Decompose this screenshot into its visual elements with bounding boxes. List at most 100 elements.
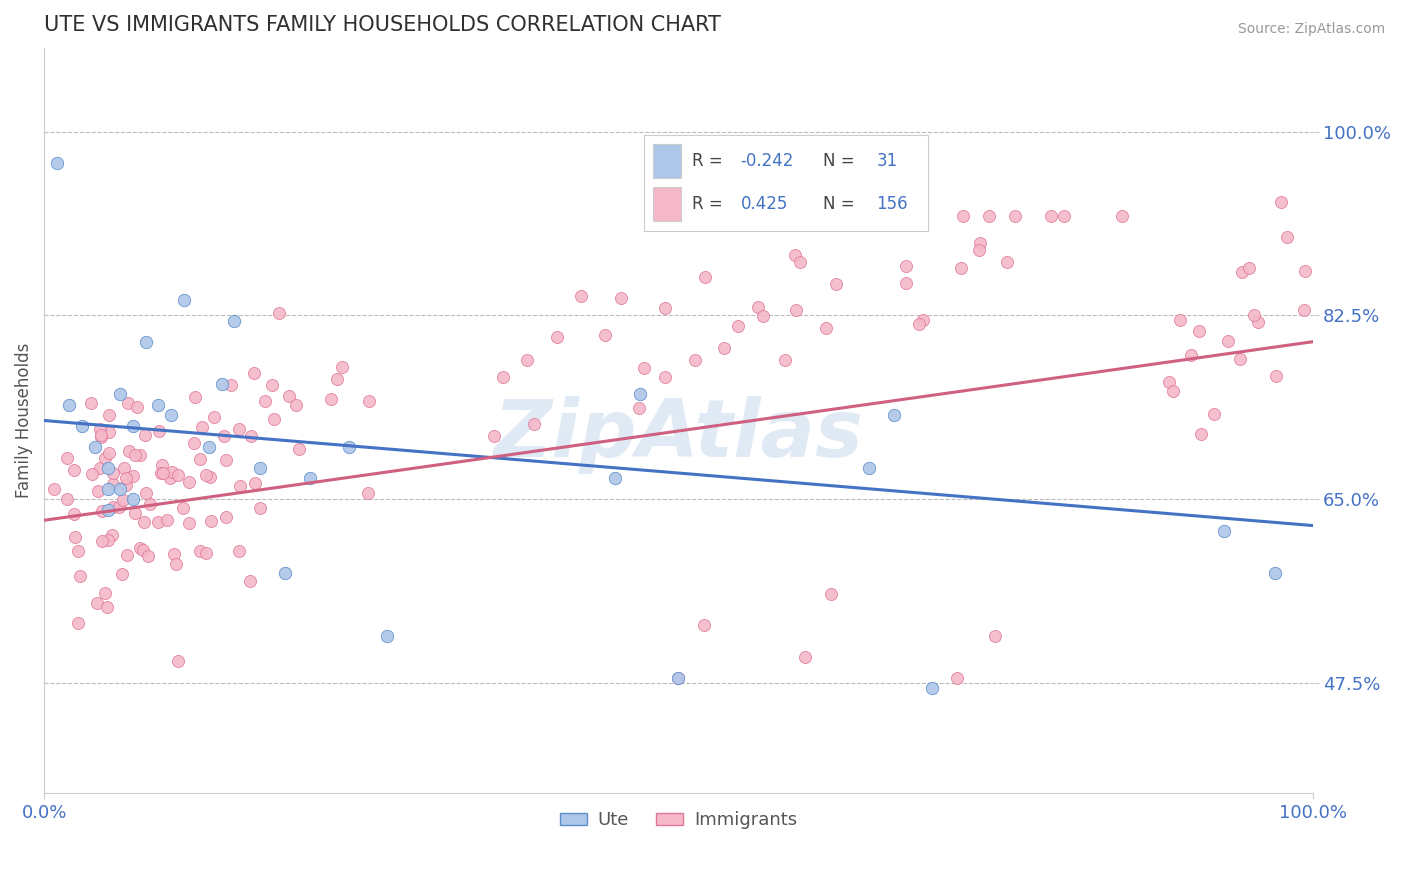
Point <box>269 306 291 320</box>
Text: N =: N = <box>823 152 859 170</box>
Point <box>628 401 651 415</box>
Point <box>215 509 238 524</box>
Point <box>152 466 174 480</box>
Point <box>1237 261 1260 276</box>
Point <box>149 466 172 480</box>
Point <box>1161 384 1184 398</box>
Point <box>125 400 148 414</box>
Point <box>132 542 155 557</box>
Point <box>80 396 103 410</box>
Point <box>101 528 124 542</box>
Point <box>118 444 141 458</box>
Point <box>713 341 735 355</box>
Point <box>42 483 65 497</box>
Point <box>172 500 194 515</box>
Point <box>63 463 86 477</box>
Point <box>62 507 84 521</box>
Point <box>148 424 170 438</box>
Point <box>240 429 263 443</box>
Point <box>794 649 817 664</box>
Point <box>1216 334 1239 348</box>
Point <box>984 629 1007 643</box>
Point <box>66 616 89 631</box>
Point <box>1265 368 1288 383</box>
Point <box>1189 427 1212 442</box>
Point <box>695 270 717 285</box>
Point <box>134 428 156 442</box>
Point <box>56 451 79 466</box>
Point <box>188 451 211 466</box>
Point <box>98 446 121 460</box>
Point <box>357 393 380 408</box>
Point <box>93 585 115 599</box>
Point <box>129 541 152 555</box>
Point <box>148 398 170 412</box>
Point <box>103 467 125 481</box>
Point <box>1202 407 1225 421</box>
Point <box>593 328 616 343</box>
Point <box>337 440 360 454</box>
Point <box>173 293 195 307</box>
Point <box>160 409 183 423</box>
Point <box>284 398 307 412</box>
Point <box>952 209 974 223</box>
Point <box>1040 209 1063 223</box>
Point <box>1053 209 1076 223</box>
Point <box>96 503 118 517</box>
Point <box>697 211 720 226</box>
Point <box>654 370 676 384</box>
Bar <box>652 187 681 221</box>
Point <box>110 387 132 401</box>
Point <box>1243 309 1265 323</box>
Point <box>277 389 299 403</box>
Point <box>150 458 173 473</box>
Point <box>824 277 846 291</box>
Point <box>1159 376 1181 390</box>
Point <box>967 243 990 257</box>
Point <box>633 361 655 376</box>
Point <box>96 599 118 614</box>
Point <box>921 681 943 696</box>
Point <box>785 302 807 317</box>
Text: -0.242: -0.242 <box>741 152 794 170</box>
Point <box>628 387 651 401</box>
Point <box>89 460 111 475</box>
Point <box>90 430 112 444</box>
Bar <box>652 145 681 178</box>
Point <box>546 330 568 344</box>
Point <box>1292 302 1315 317</box>
Point <box>245 475 267 490</box>
Point <box>299 471 322 485</box>
Point <box>482 428 505 442</box>
Point <box>356 486 378 500</box>
Point <box>96 460 118 475</box>
Text: UTE VS IMMIGRANTS FAMILY HOUSEHOLDS CORRELATION CHART: UTE VS IMMIGRANTS FAMILY HOUSEHOLDS CORR… <box>44 15 721 35</box>
Point <box>523 417 546 431</box>
Point <box>610 291 633 305</box>
Point <box>108 500 131 514</box>
Point <box>132 515 155 529</box>
Point <box>82 467 104 481</box>
Point <box>946 671 969 685</box>
Text: R =: R = <box>693 195 728 213</box>
Point <box>1168 313 1191 327</box>
Point <box>179 475 201 489</box>
Point <box>249 460 271 475</box>
Point <box>139 497 162 511</box>
Text: R =: R = <box>693 152 728 170</box>
Point <box>179 516 201 530</box>
Point <box>198 469 221 483</box>
Point <box>894 260 917 274</box>
Point <box>228 422 250 436</box>
Point <box>1294 264 1316 278</box>
Point <box>160 465 183 479</box>
Point <box>263 411 285 425</box>
Point <box>183 435 205 450</box>
Point <box>124 507 146 521</box>
Text: 0.425: 0.425 <box>741 195 787 213</box>
Point <box>96 482 118 496</box>
Point <box>773 353 796 368</box>
Point <box>69 569 91 583</box>
Point <box>90 503 112 517</box>
Point <box>159 471 181 485</box>
